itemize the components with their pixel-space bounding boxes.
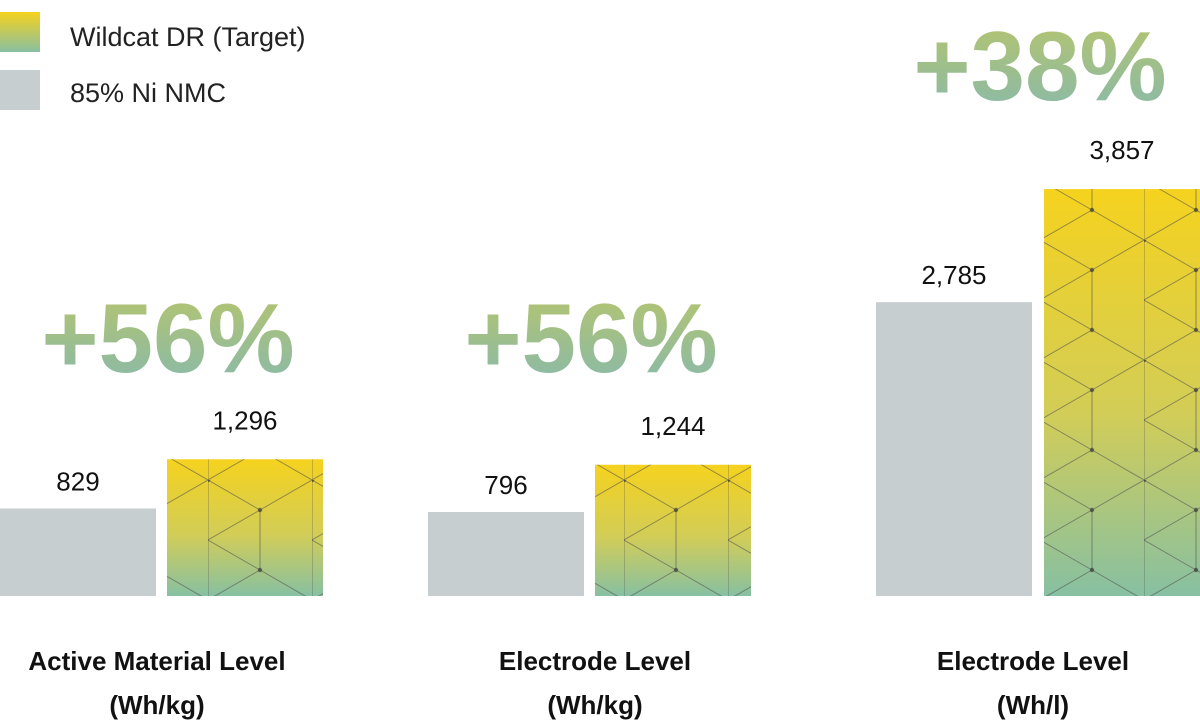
category-label-electrode-wh-kg: Electrode Level <box>499 646 691 676</box>
value-label-nmc-active-material: 829 <box>56 467 99 497</box>
bar-wildcat-pattern-electrode-wh-kg <box>595 464 751 596</box>
improvement-label-electrode-wh-l: +38% <box>913 11 1166 121</box>
value-label-nmc-electrode-wh-l: 2,785 <box>921 260 986 290</box>
category-unit-electrode-wh-l: (Wh/l) <box>997 690 1069 720</box>
legend: Wildcat DR (Target) 85% Ni NMC <box>0 12 306 110</box>
bar-wildcat-pattern-electrode-wh-l <box>1044 189 1200 597</box>
bar-nmc-electrode-wh-l <box>876 302 1032 596</box>
improvement-label-active-material: +56% <box>41 283 294 393</box>
category-label-active-material: Active Material Level <box>28 646 285 676</box>
bar-wildcat-pattern-active-material <box>167 459 323 596</box>
legend-label-wildcat: Wildcat DR (Target) <box>70 22 306 52</box>
bar-nmc-electrode-wh-kg <box>428 512 584 596</box>
legend-swatch-nmc <box>0 70 40 110</box>
value-label-nmc-electrode-wh-kg: 796 <box>484 470 527 500</box>
value-label-wildcat-electrode-wh-l: 3,857 <box>1089 135 1154 165</box>
bar-nmc-active-material <box>0 508 156 596</box>
value-label-wildcat-active-material: 1,296 <box>212 405 277 435</box>
improvement-label-electrode-wh-kg: +56% <box>464 283 717 393</box>
category-unit-electrode-wh-kg: (Wh/kg) <box>547 690 642 720</box>
legend-label-nmc: 85% Ni NMC <box>70 78 226 108</box>
value-label-wildcat-electrode-wh-kg: 1,244 <box>640 411 705 441</box>
category-label-electrode-wh-l: Electrode Level <box>937 646 1129 676</box>
legend-swatch-wildcat <box>0 12 40 52</box>
category-unit-active-material: (Wh/kg) <box>109 690 204 720</box>
